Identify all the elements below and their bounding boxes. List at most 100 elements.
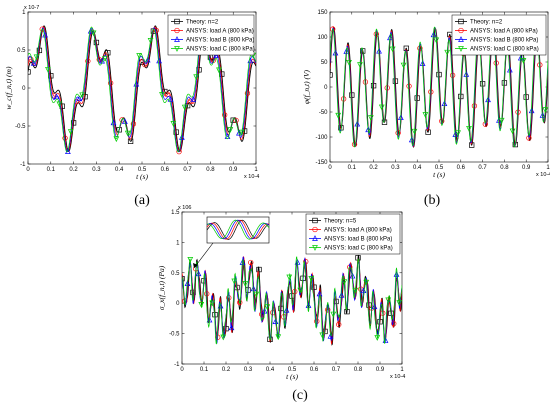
y-tick-label: 0 [22,86,26,92]
series-marker [528,107,535,114]
inset-line [206,219,270,240]
series-marker [79,92,86,99]
y-tick-label: 1 [22,10,26,16]
series-marker [422,112,429,118]
x-tick-label: 1 [400,367,404,373]
series-marker [220,334,227,341]
y-tick-label: 1.5 [171,210,180,216]
series-marker [221,112,228,118]
series-marker [466,125,472,132]
series-marker [330,26,336,32]
series-marker [357,62,363,69]
series-marker [341,279,348,286]
series-marker [223,325,229,332]
legend-box [305,213,401,255]
series-marker [136,53,143,59]
series-marker [28,69,31,75]
series-marker [485,96,491,103]
series-marker [76,95,83,102]
x-tick-label: 0.5 [288,367,297,373]
legend-marker [312,235,318,241]
series-marker [244,90,251,96]
series-marker [236,129,242,136]
x-tick-label: 0.3 [244,367,253,373]
series-marker [360,287,367,294]
series-marker [283,306,290,313]
x-tick-label: 0.7 [478,165,487,171]
x-tick-label: 0.2 [222,367,231,373]
series-marker [308,275,315,282]
legend-marker [312,217,318,224]
series-marker [297,287,304,294]
inset-arrow-head [193,263,198,268]
inset-arrow [193,242,214,269]
x-tick-label: 0 [180,367,184,373]
series-marker [182,275,185,282]
series-marker [286,274,293,281]
x-tick-label: 1 [254,167,258,173]
series-marker [130,121,137,127]
legend-marker [174,27,180,34]
series-marker [53,93,60,100]
y-tick-label: -150 [315,160,328,166]
series-marker [354,120,361,127]
series-marker [303,258,309,265]
series-marker [33,54,40,61]
legend-marker [312,245,318,251]
series-marker [363,279,370,286]
series-marker [344,308,350,315]
legend-entry: Theory: n=5 [324,219,357,225]
y-tick-label: 0.5 [17,48,26,54]
series-marker [45,66,51,73]
y-axis-label: w_c(f_n,t) (m) [4,66,13,109]
panel-c: 0 0.1 0.2 0.3 0.4 0.5 0.6 0.7 0.8 0.9 1 -1 -0.5 0 0.5 1… [157,205,405,403]
legend-entry: ANSYS: load B (800 kPa) [324,237,392,243]
legend-entry: ANSYS: load C (800 kPa) [324,246,393,252]
series-marker [181,104,188,111]
x-tick-label: 0.1 [200,367,209,373]
series-marker [193,74,200,81]
x-axis-label: t (s) [433,170,445,179]
series-marker [368,115,374,122]
series-line [28,27,256,153]
panel-b: 0 0.1 0.2 0.3 0.4 0.5 0.6 0.7 0.8 0.9 1 -150 -100 -50… [302,10,550,208]
y-tick-label: 100 [317,35,328,41]
series-marker [330,311,337,318]
series-marker [190,95,197,102]
series-line [28,26,256,153]
series-marker [195,270,202,277]
x-tick-label: 0.2 [369,165,378,171]
inset [193,216,270,269]
series-marker [366,302,372,308]
series-marker [179,134,185,140]
x-tick-label: 0.6 [161,167,170,173]
series-marker [509,128,516,135]
series-marker [311,284,317,290]
x-tick-label: 0.7 [183,167,192,173]
series-marker [227,127,234,133]
series-marker [430,31,437,38]
series-marker [144,56,151,63]
panel-caption: (c) [292,388,308,403]
x-tick-label: 0.1 [47,167,56,173]
legend-marker [458,27,464,34]
series-marker [133,80,140,87]
series-marker [393,271,400,277]
x-tick-label: 0 [328,165,332,171]
x-tick-label: 0.8 [206,167,215,173]
series-marker [147,38,154,44]
y-tick-label: -1 [20,162,26,168]
series-marker [67,129,74,135]
legend-marker [174,18,180,25]
series-marker [338,291,345,298]
x-tick-label: 0.7 [332,367,341,373]
y-tick-label: -100 [315,135,328,141]
series-marker [444,49,451,56]
series-marker [330,72,333,78]
panel-a: 0 0.1 0.2 0.3 0.4 0.5 0.6 0.7 0.8 0.9 1 -1 -0.5 0 0.5 1… [4,5,259,208]
series-marker [228,324,235,331]
series-marker [346,59,352,66]
legend-marker [312,226,318,233]
series-marker [517,54,524,61]
